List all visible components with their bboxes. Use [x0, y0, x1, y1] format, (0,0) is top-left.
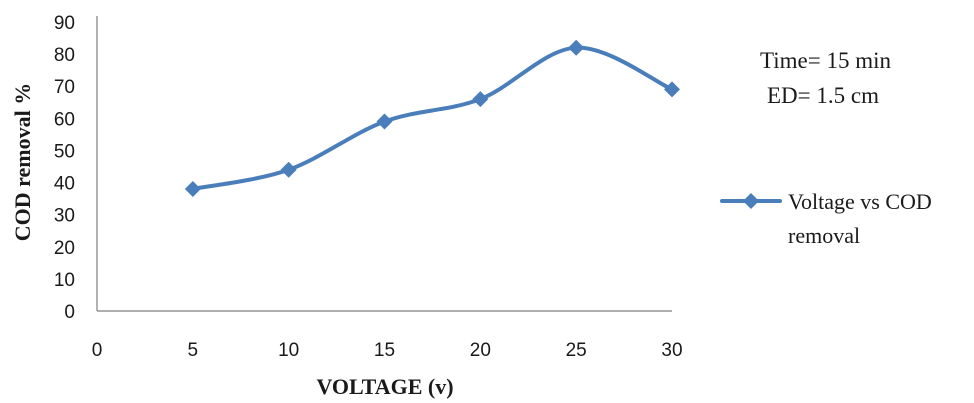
y-tick-label-0: 0	[64, 302, 75, 323]
legend-label-line1: Voltage vs COD	[788, 189, 932, 214]
x-tick-label-2: 10	[278, 340, 299, 361]
annotation-time: Time= 15 min	[760, 48, 891, 73]
x-tick-label-3: 15	[374, 340, 395, 361]
y-tick-label-9: 90	[54, 13, 75, 34]
y-tick-label-3: 30	[54, 206, 75, 227]
data-point-10	[280, 161, 297, 178]
data-point-5	[184, 180, 201, 197]
y-tick-label-4: 40	[54, 174, 75, 195]
x-tick-label-6: 30	[661, 340, 682, 361]
y-tick-label-5: 50	[54, 141, 75, 162]
y-axis-ticks: 0 10 20 30 40 50 60 70 80 90	[54, 13, 75, 323]
x-tick-label-5: 25	[566, 340, 587, 361]
x-axis-ticks: 0 5 10 15 20 25 30	[92, 340, 683, 361]
data-point-30	[664, 81, 680, 98]
y-tick-label-2: 20	[54, 238, 75, 259]
data-point-20	[472, 91, 489, 108]
data-point-15	[376, 113, 393, 130]
legend-diamond-marker	[743, 193, 759, 209]
x-tick-label-4: 20	[470, 340, 491, 361]
series-markers	[184, 39, 680, 197]
x-axis-title: VOLTAGE (v)	[316, 374, 453, 399]
annotation-ed: ED= 1.5 cm	[767, 83, 879, 108]
y-tick-label-7: 70	[54, 77, 75, 98]
x-tick-label-0: 0	[92, 340, 103, 361]
legend: Voltage vs COD removal	[720, 189, 932, 248]
y-tick-label-1: 10	[54, 270, 75, 291]
data-point-25	[568, 39, 585, 56]
legend-label-line2: removal	[788, 223, 860, 248]
y-tick-label-8: 80	[54, 45, 75, 66]
y-tick-label-6: 60	[54, 109, 75, 130]
series-line	[190, 45, 674, 191]
y-axis-title: COD removal %	[10, 83, 35, 241]
x-tick-label-1: 5	[188, 340, 199, 361]
